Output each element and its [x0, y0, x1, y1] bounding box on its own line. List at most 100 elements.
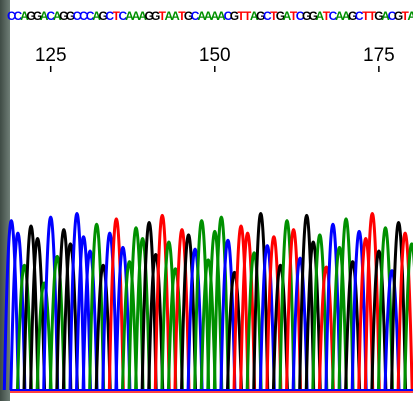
tick-label-bg — [30, 44, 71, 66]
peak — [35, 281, 53, 391]
peak — [22, 224, 40, 391]
peak — [212, 215, 230, 391]
peak — [81, 249, 99, 391]
base-call: A — [217, 9, 226, 23]
peak — [55, 228, 73, 391]
base-call: T — [270, 9, 278, 23]
base-call: G — [59, 9, 68, 23]
base-call: G — [26, 9, 35, 23]
peak — [298, 213, 316, 391]
peak — [363, 212, 381, 391]
base-call: A — [40, 9, 49, 23]
base-call: A — [210, 9, 219, 23]
base-call: A — [92, 9, 101, 23]
base-call: T — [362, 9, 370, 23]
peak — [344, 260, 362, 391]
peak — [206, 230, 224, 391]
peak — [232, 224, 250, 391]
peak — [153, 213, 171, 391]
base-call: T — [237, 9, 245, 23]
peak — [403, 242, 413, 391]
peak — [370, 249, 388, 391]
base-call: A — [165, 9, 174, 23]
base-call: G — [256, 9, 265, 23]
base-call: G — [348, 9, 357, 23]
peak — [265, 235, 283, 391]
peak — [291, 256, 309, 391]
base-call: C — [329, 9, 338, 23]
peak — [140, 220, 158, 391]
base-call: G — [144, 9, 153, 23]
base-call: C — [105, 9, 114, 23]
peak — [317, 265, 335, 391]
peak — [107, 217, 125, 391]
peak — [42, 215, 60, 391]
peak — [330, 245, 348, 391]
peak — [239, 231, 257, 391]
peak — [134, 237, 152, 391]
peak — [94, 264, 112, 391]
peak — [2, 219, 20, 391]
base-call: C — [296, 9, 305, 23]
peak — [147, 253, 165, 391]
peak — [88, 222, 106, 391]
peak — [75, 235, 93, 391]
peak — [173, 228, 191, 391]
base-call: G — [184, 9, 193, 23]
base-call: C — [388, 9, 397, 23]
base-call: T — [290, 9, 298, 23]
base-call: G — [33, 9, 42, 23]
base-call: G — [309, 9, 318, 23]
base-call: G — [302, 9, 311, 23]
base-call: C — [191, 9, 200, 23]
peak — [271, 264, 289, 391]
base-call: A — [53, 9, 62, 23]
peak — [258, 244, 276, 391]
peak — [390, 220, 408, 391]
peak — [311, 233, 329, 391]
peak — [285, 228, 303, 391]
base-call: T — [369, 9, 377, 23]
base-call: A — [335, 9, 344, 23]
base-call: G — [66, 9, 75, 23]
base-call: A — [132, 9, 141, 23]
base-call: C — [14, 9, 23, 23]
peak — [252, 212, 270, 391]
base-call: T — [159, 9, 167, 23]
base-call: G — [151, 9, 160, 23]
base-call: T — [401, 9, 409, 23]
base-call: C — [7, 9, 16, 23]
base-call: A — [197, 9, 206, 23]
peak — [396, 231, 413, 391]
peak — [180, 233, 198, 391]
base-call: A — [315, 9, 324, 23]
peak — [68, 212, 86, 391]
peak — [186, 247, 204, 391]
peak — [225, 270, 243, 391]
peak — [219, 239, 237, 391]
base-call: G — [99, 9, 108, 23]
base-call: A — [125, 9, 134, 23]
base-call: T — [323, 9, 331, 23]
x-tick-label: 125 — [35, 45, 67, 66]
base-call: C — [119, 9, 128, 23]
base-call: C — [73, 9, 82, 23]
peak — [61, 242, 79, 391]
base-call: G — [230, 9, 239, 23]
peak — [48, 254, 66, 391]
base-call: T — [178, 9, 186, 23]
base-call: A — [283, 9, 292, 23]
base-call: G — [276, 9, 285, 23]
base-call: C — [263, 9, 272, 23]
peak — [324, 222, 342, 391]
peak — [245, 251, 263, 391]
peak — [127, 226, 145, 391]
peak — [114, 245, 132, 391]
base-call: C — [355, 9, 364, 23]
tick-label-bg — [194, 44, 235, 66]
peak — [199, 258, 217, 391]
peak — [29, 237, 47, 391]
